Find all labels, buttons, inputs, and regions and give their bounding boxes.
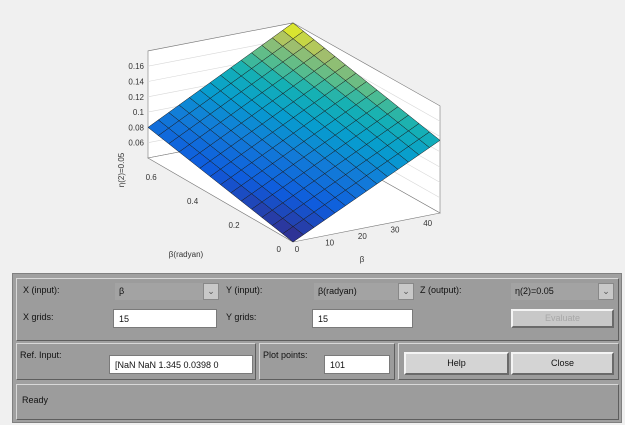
control-panel: X (input): β ⌄ Y (input): β(radyan) ⌄ Z … (12, 273, 622, 423)
x-input-value: β (119, 286, 125, 296)
surface-plot[interactable]: 0.16 0.14 0.12 0.1 0.08 0.06 0 10 20 30 40 0 0.2 0.4 0… (0, 0, 625, 270)
surface-plot-svg: 0.16 0.14 0.12 0.1 0.08 0.06 0 10 20 30 40 0 0.2 0.4 0… (117, 22, 441, 264)
y-grids-label: Y grids: (226, 312, 257, 322)
input-output-panel: X (input): β ⌄ Y (input): β(radyan) ⌄ Z … (16, 278, 619, 341)
x-tick-label: 10 (325, 239, 334, 248)
z-tick-label: 0.08 (128, 123, 144, 132)
y-tick-label: 0 (277, 245, 282, 254)
evaluate-button[interactable]: Evaluate (511, 309, 614, 328)
x-tick-label: 20 (358, 232, 367, 241)
chevron-down-icon: ⌄ (598, 283, 614, 300)
z-output-dropdown[interactable]: η(2)=0.05 ⌄ (511, 283, 614, 300)
y-tick-label: 0.2 (228, 221, 240, 230)
ref-input-panel: Ref. Input: [NaN NaN 1.345 0.0398 0 (16, 343, 256, 380)
z-output-value: η(2)=0.05 (515, 286, 554, 296)
x-grids-field[interactable]: 15 (113, 309, 217, 328)
close-button[interactable]: Close (511, 352, 614, 375)
y-input-dropdown[interactable]: β(radyan) ⌄ (314, 283, 414, 300)
surface-facet (418, 131, 441, 148)
z-tick-label: 0.1 (133, 108, 145, 117)
status-bar: Ready (16, 384, 619, 420)
z-tick-label: 0.06 (128, 139, 144, 148)
chevron-down-icon: ⌄ (203, 283, 219, 300)
x-axis-label: β (360, 255, 365, 264)
button-panel: Help Close (398, 343, 619, 380)
y-input-value: β(radyan) (318, 286, 357, 296)
z-axis-label: η(2)=0.05 (117, 152, 126, 187)
z-tick-label: 0.16 (128, 62, 144, 71)
x-tick-label: 0 (295, 245, 300, 254)
status-text: Ready (22, 395, 49, 405)
y-grids-field[interactable]: 15 (312, 309, 413, 328)
x-input-dropdown[interactable]: β ⌄ (115, 283, 219, 300)
x-tick-label: 30 (391, 226, 400, 235)
plot-points-label: Plot points: (263, 350, 308, 360)
help-button[interactable]: Help (404, 352, 509, 375)
surface-mesh (147, 22, 441, 243)
ref-input-field[interactable]: [NaN NaN 1.345 0.0398 0 (109, 355, 253, 374)
z-output-label: Z (output): (420, 285, 462, 295)
y-axis-label: β(radyan) (169, 250, 204, 259)
z-tick-label: 0.14 (128, 78, 144, 87)
axis-ticks: 0.16 0.14 0.12 0.1 0.08 0.06 0 10 20 30 40 0 0.2 0.4 0… (117, 62, 433, 264)
z-tick-label: 0.12 (128, 93, 144, 102)
y-input-label: Y (input): (226, 285, 263, 295)
x-tick-label: 40 (423, 219, 432, 228)
y-tick-label: 0.4 (187, 197, 199, 206)
x-grids-label: X grids: (23, 312, 54, 322)
x-input-label: X (input): (23, 285, 60, 295)
ref-input-label: Ref. Input: (20, 350, 62, 360)
chevron-down-icon: ⌄ (398, 283, 414, 300)
plot-points-panel: Plot points: 101 (259, 343, 395, 380)
plot-points-field[interactable]: 101 (324, 355, 390, 374)
y-tick-label: 0.6 (146, 173, 158, 182)
